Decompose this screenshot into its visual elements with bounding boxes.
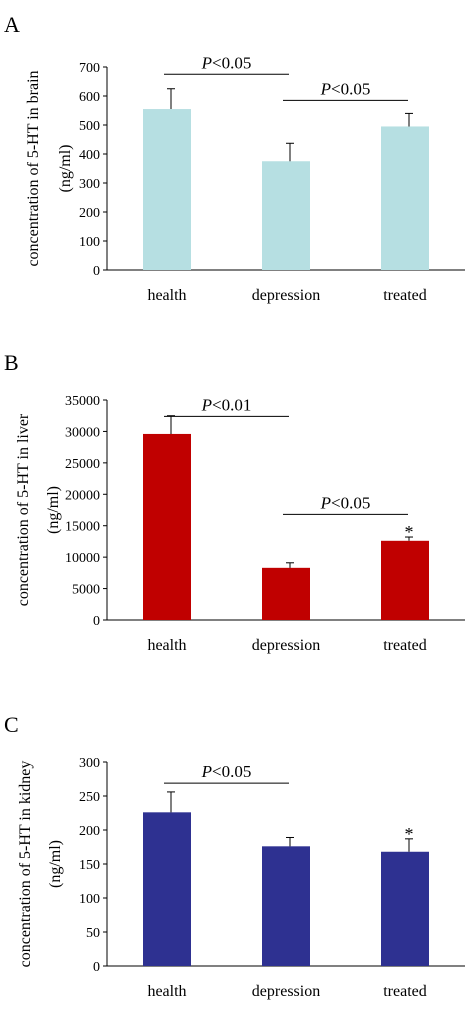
y-tick-label: 20000 xyxy=(65,488,100,503)
panel-label: B xyxy=(4,350,19,375)
x-category-label: treated xyxy=(383,983,427,1000)
y-tick-label: 300 xyxy=(79,177,100,192)
y-tick-label: 50 xyxy=(86,926,100,941)
y-tick-label: 0 xyxy=(93,960,100,975)
y-tick-label: 200 xyxy=(79,824,100,839)
y-tick-label: 5000 xyxy=(72,583,100,598)
p-threshold: <0.05 xyxy=(212,762,251,781)
y-tick-label: 0 xyxy=(93,614,100,629)
bar-health xyxy=(143,109,191,270)
y-tick-label: 25000 xyxy=(65,457,100,472)
y-tick-label: 0 xyxy=(93,264,100,279)
y-tick-label: 100 xyxy=(79,235,100,250)
p-value-label: P<0.05 xyxy=(320,79,371,98)
p-letter: P xyxy=(320,493,331,512)
bar-depression xyxy=(262,161,310,270)
p-threshold: <0.05 xyxy=(212,53,251,72)
p-threshold: <0.05 xyxy=(331,493,370,512)
y-tick-label: 600 xyxy=(79,90,100,105)
y-tick-label: 150 xyxy=(79,858,100,873)
y-axis-title: concentration of 5-HT in liver xyxy=(15,413,32,606)
y-axis-unit: (ng/ml) xyxy=(57,145,74,193)
y-axis-unit: (ng/ml) xyxy=(47,840,64,888)
x-category-label: treated xyxy=(383,637,427,654)
x-category-label: depression xyxy=(252,983,320,1000)
p-letter: P xyxy=(201,762,212,781)
bar-health xyxy=(143,812,191,966)
bar-health xyxy=(143,433,191,620)
x-category-label: health xyxy=(147,983,186,1000)
y-tick-label: 250 xyxy=(79,790,100,805)
p-value-label: P<0.01 xyxy=(201,395,252,414)
p-value-label: P<0.05 xyxy=(201,762,252,781)
y-tick-label: 30000 xyxy=(65,425,100,440)
y-tick-label: 100 xyxy=(79,892,100,907)
p-letter: P xyxy=(201,395,212,414)
x-category-label: depression xyxy=(252,637,320,654)
chart-panel-a: A 0 100 200 300 400 500 600 700 concentration of … xyxy=(4,12,465,304)
panel-label: C xyxy=(4,712,19,737)
y-axis-title: concentration of 5-HT in kidney xyxy=(17,761,34,968)
p-threshold: <0.05 xyxy=(331,79,370,98)
p-value-label: P<0.05 xyxy=(201,53,252,72)
y-tick-label: 300 xyxy=(79,756,100,771)
p-threshold: <0.01 xyxy=(212,395,251,414)
y-tick-label: 400 xyxy=(79,148,100,163)
bar-depression xyxy=(262,846,310,966)
panel-label: A xyxy=(4,12,20,37)
bar-treated xyxy=(381,851,429,966)
p-letter: P xyxy=(201,53,212,72)
y-axis-title: concentration of 5-HT in brain xyxy=(25,70,42,266)
x-category-label: health xyxy=(147,287,186,304)
x-category-label: depression xyxy=(252,287,320,304)
y-tick-label: 700 xyxy=(79,61,100,76)
y-tick-label: 10000 xyxy=(65,551,100,566)
y-tick-label: 200 xyxy=(79,206,100,221)
bar-treated xyxy=(381,540,429,620)
y-tick-label: 500 xyxy=(79,119,100,134)
x-category-label: health xyxy=(147,637,186,654)
y-tick-label: 15000 xyxy=(65,520,100,535)
chart-panel-b: B 0 5000 10000 15000 20000 25000 30000 35000 conc… xyxy=(4,350,465,654)
p-letter: P xyxy=(320,79,331,98)
x-category-label: treated xyxy=(383,287,427,304)
significance-asterisk: * xyxy=(405,824,414,844)
chart-panel-c: C 0 50 100 150 200 250 300 concentration of 5-HT… xyxy=(4,712,465,1000)
bar-treated xyxy=(381,126,429,270)
y-tick-label: 35000 xyxy=(65,394,100,409)
p-value-label: P<0.05 xyxy=(320,493,371,512)
y-axis-unit: (ng/ml) xyxy=(45,486,62,534)
significance-asterisk: * xyxy=(405,522,414,542)
bar-depression xyxy=(262,567,310,620)
